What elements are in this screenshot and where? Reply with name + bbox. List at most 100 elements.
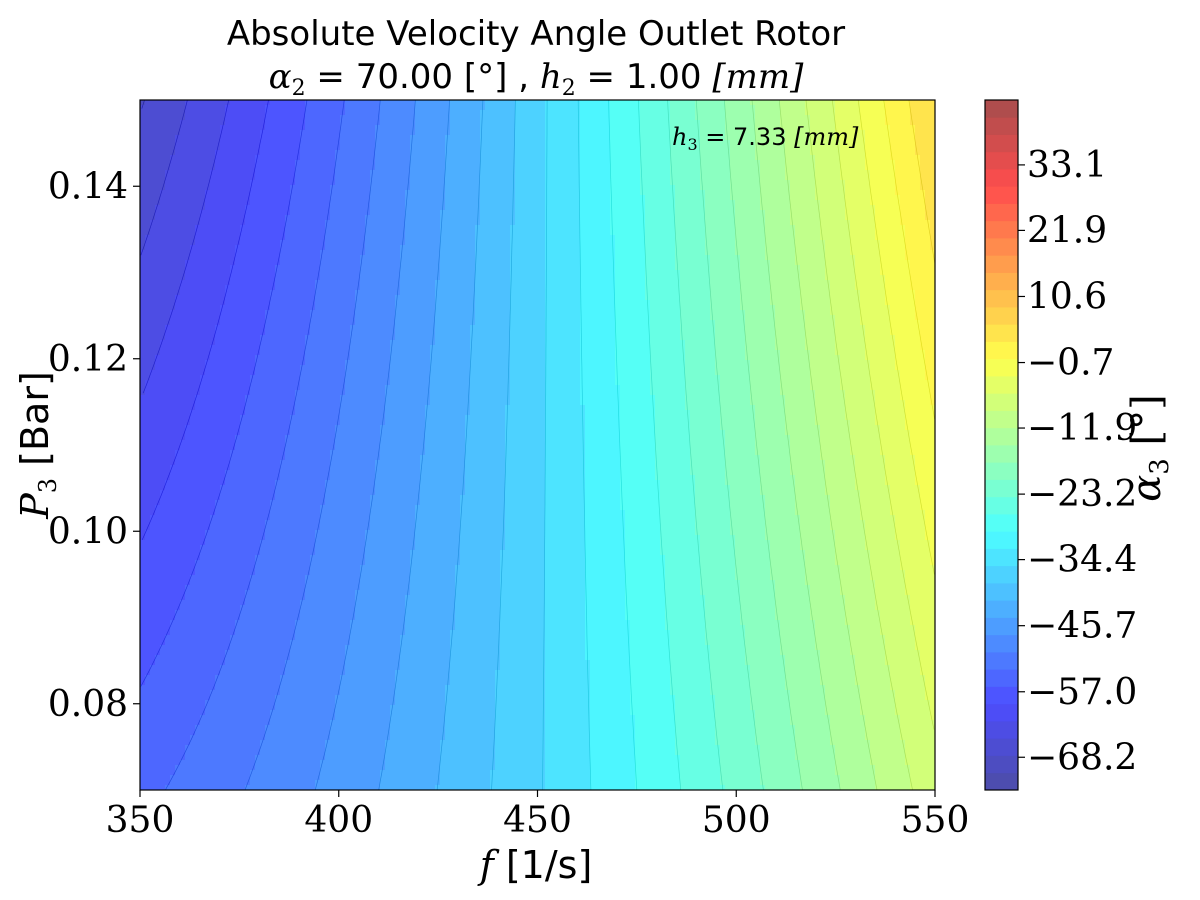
contour-cell	[470, 330, 511, 336]
contour-cell	[690, 425, 721, 431]
contour-cell	[470, 335, 511, 341]
contour-cell	[900, 715, 931, 721]
contour-cell	[580, 255, 616, 261]
contour-cell	[715, 365, 751, 371]
contour-cell	[700, 135, 726, 141]
contour-line	[778, 100, 878, 790]
contour-cell	[185, 100, 231, 106]
contour-cell	[435, 330, 471, 336]
contour-cell	[140, 490, 161, 496]
contour-cell	[545, 280, 581, 286]
contour-cell	[385, 740, 441, 746]
contour-cell	[360, 275, 401, 281]
contour-cell	[700, 125, 726, 131]
contour-cell	[755, 740, 796, 746]
contour-cell	[665, 570, 701, 576]
contour-cell	[765, 535, 801, 541]
contour-cell	[395, 320, 436, 326]
contour-cell	[860, 110, 886, 116]
contour-cell	[705, 215, 736, 221]
contour-cell	[445, 685, 496, 691]
contour-cell	[640, 145, 671, 151]
contour-cell	[925, 200, 935, 206]
contour-cell	[410, 160, 446, 166]
contour-cell	[915, 125, 935, 131]
contour-cell	[830, 310, 861, 316]
contour-cell	[665, 610, 706, 616]
contour-cell	[580, 345, 616, 351]
contour-cell	[795, 260, 826, 266]
contour-cell	[925, 515, 935, 521]
contour-cell	[585, 420, 621, 426]
contour-cell	[505, 515, 546, 521]
contour-cell	[670, 110, 696, 116]
contour-cell	[320, 250, 366, 256]
contour-cell	[450, 680, 496, 686]
contour-cell	[140, 525, 151, 531]
contour-cell	[320, 270, 361, 276]
contour-cell	[870, 375, 901, 381]
contour-cell	[545, 265, 581, 271]
contour-cell	[835, 540, 866, 546]
contour-cell	[510, 330, 546, 336]
contour-cell	[180, 125, 221, 131]
contour-cell	[475, 230, 511, 236]
contour-cell	[840, 150, 866, 156]
contour-cell	[615, 350, 651, 356]
contour-cell	[335, 445, 381, 451]
contour-cell	[140, 355, 156, 361]
contour-cell	[920, 170, 935, 176]
contour-cell	[260, 545, 316, 551]
contour-cell	[910, 615, 935, 621]
contour-cell	[810, 120, 836, 126]
contour-cell	[415, 535, 461, 541]
contour-cell	[470, 375, 511, 381]
contour-cell	[420, 470, 466, 476]
contour-cell	[580, 145, 611, 151]
contour-cell	[765, 530, 801, 536]
contour-cell	[775, 590, 811, 596]
contour-cell	[370, 525, 416, 531]
contour-cell	[260, 335, 306, 341]
contour-cell	[290, 200, 331, 206]
contour-cell	[140, 155, 171, 161]
contour-cell	[330, 450, 381, 456]
contour-cell	[200, 390, 251, 396]
contour-cell	[200, 715, 271, 721]
contour-cell	[705, 250, 736, 256]
contour-cell	[775, 325, 806, 331]
contour-cell	[440, 750, 496, 756]
contour-cell	[815, 625, 851, 631]
contour-cell	[725, 110, 756, 116]
contour-cell	[740, 275, 771, 281]
contour-cell	[545, 105, 581, 111]
contour-cell	[710, 295, 741, 301]
contour-cell	[220, 670, 286, 676]
contour-cell	[545, 740, 591, 746]
contour-cell	[840, 580, 876, 586]
contour-cell	[620, 480, 661, 486]
contour-cell	[480, 190, 516, 196]
contour-line	[883, 100, 935, 420]
contour-cell	[140, 200, 161, 206]
contour-cell	[625, 555, 666, 561]
contour-cell	[140, 105, 186, 111]
contour-cell	[215, 150, 261, 156]
contour-cell	[655, 405, 686, 411]
contour-cell	[500, 585, 546, 591]
contour-cell	[170, 620, 236, 626]
contour-cell	[285, 225, 326, 231]
contour-cell	[290, 640, 351, 646]
contour-cell	[140, 180, 166, 186]
contour-cell	[290, 430, 336, 436]
contour-cell	[725, 100, 751, 106]
contour-cell	[470, 385, 511, 391]
contour-cell	[510, 290, 546, 296]
contour-cell	[845, 415, 876, 421]
contour-cell	[840, 565, 871, 571]
contour-cell	[180, 605, 241, 611]
contour-cell	[340, 115, 381, 121]
contour-cell	[730, 140, 756, 146]
contour-cell	[545, 325, 581, 331]
contour-cell	[275, 495, 326, 501]
